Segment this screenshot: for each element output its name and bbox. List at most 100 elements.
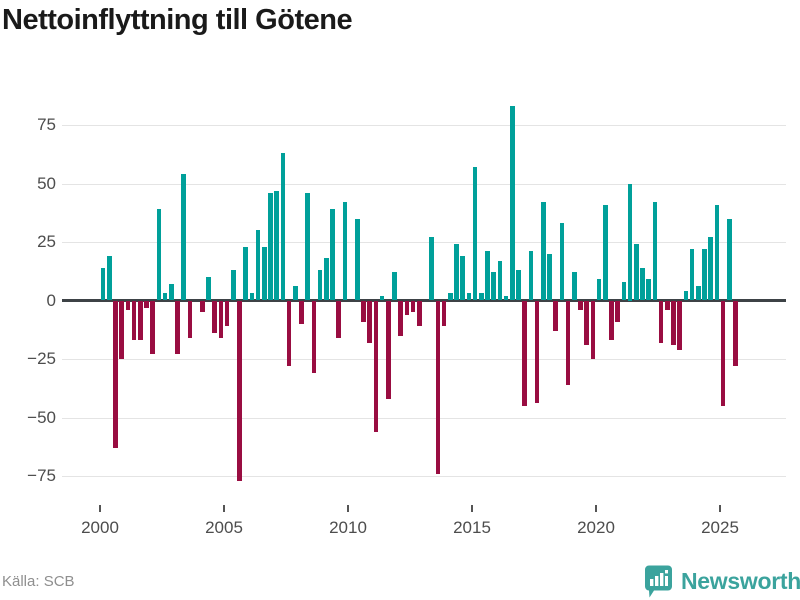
bar (286, 300, 292, 367)
bar (689, 249, 695, 301)
bar (200, 300, 205, 313)
bar (696, 286, 701, 301)
bar (448, 293, 453, 301)
bar (671, 300, 676, 345)
newsworthy-bubble-icon (645, 565, 672, 598)
bar (472, 167, 478, 301)
bar (237, 300, 242, 481)
x-axis-tick-label: 2010 (329, 518, 367, 537)
bar (231, 270, 236, 301)
bar (386, 300, 391, 399)
bar (100, 267, 106, 301)
bar (224, 300, 230, 327)
bar (379, 295, 385, 301)
y-axis-tick-label: −75 (27, 466, 56, 485)
bar (398, 300, 403, 336)
bar (541, 202, 546, 301)
x-axis-tick-label: 2025 (701, 518, 739, 537)
bar (590, 300, 596, 359)
bar (677, 300, 682, 350)
bar (218, 300, 224, 338)
zero-axis-line (62, 299, 786, 302)
y-axis-tick-label: 50 (37, 173, 56, 193)
bar (324, 258, 329, 301)
x-axis-tick (99, 505, 101, 512)
gridline (62, 417, 786, 419)
bar (485, 251, 490, 301)
bar (280, 153, 286, 301)
bar (727, 218, 732, 301)
bar (559, 223, 565, 301)
bar (516, 270, 521, 301)
bar (578, 300, 583, 310)
bar (150, 300, 155, 355)
bar (317, 270, 323, 301)
bar (125, 300, 131, 310)
bar (553, 300, 558, 331)
bar (615, 300, 620, 322)
bar (466, 293, 472, 301)
gridline (62, 242, 786, 243)
source-label: Källa: SCB (2, 573, 75, 590)
bar (336, 300, 341, 338)
bar (181, 174, 186, 301)
gridline (62, 183, 786, 185)
chart-title: Nettoinflyttning till Götene (2, 4, 353, 36)
bar (361, 300, 366, 322)
bar (156, 209, 162, 301)
bar (702, 249, 707, 301)
bar (503, 295, 509, 301)
bar (107, 256, 112, 301)
bar (429, 237, 434, 301)
bar (187, 300, 193, 338)
bar (212, 300, 217, 334)
x-axis-tick-label: 2000 (81, 518, 119, 537)
bar (441, 300, 447, 327)
bar (596, 279, 602, 301)
newsworthy-logo: Newsworthy (644, 565, 800, 598)
bar (293, 286, 298, 301)
x-axis-tick-label: 2005 (205, 518, 243, 537)
bar (131, 300, 137, 341)
bar (665, 300, 670, 310)
bar (565, 300, 571, 385)
bar (646, 279, 651, 301)
bar (243, 246, 248, 301)
x-axis-tick (719, 505, 721, 512)
x-axis-tick (347, 505, 349, 512)
bar (720, 300, 726, 406)
bar (311, 300, 317, 374)
x-axis-tick-label: 2015 (453, 518, 491, 537)
bar (479, 293, 484, 301)
bar (268, 192, 273, 301)
bar (169, 284, 174, 301)
bar (410, 300, 416, 313)
y-axis-tick-label: −50 (27, 407, 56, 427)
bar (299, 300, 304, 324)
bar (621, 281, 627, 301)
bar (603, 204, 608, 301)
gridline (62, 476, 786, 477)
bar (510, 106, 515, 301)
x-axis-tick (471, 505, 473, 512)
bar (175, 300, 180, 355)
y-axis-tick-label: 0 (46, 290, 56, 310)
bar (714, 204, 720, 301)
bar (355, 218, 360, 301)
bar (627, 183, 633, 301)
bar (609, 300, 614, 341)
gridline (62, 359, 786, 360)
bar (652, 202, 658, 301)
y-axis-tick-label: 25 (37, 232, 56, 251)
bar (367, 300, 372, 343)
bar (262, 246, 267, 301)
bar (522, 300, 527, 406)
newsworthy-wordmark: Newsworthy (681, 568, 800, 594)
y-axis-tick-label: −25 (27, 349, 56, 368)
bar (119, 300, 124, 359)
bar (342, 202, 348, 301)
bar (274, 190, 279, 301)
bar (534, 300, 540, 404)
y-axis-tick-label: 75 (37, 115, 56, 134)
